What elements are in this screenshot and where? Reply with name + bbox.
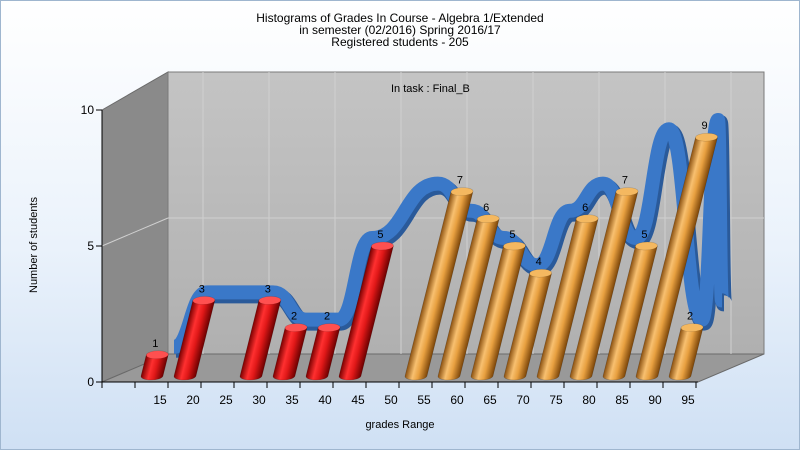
chart-title-line-2: in semester (02/2016) Spring 2016/17 (299, 23, 501, 37)
y-tick-label: 0 (87, 375, 94, 389)
x-tick-label: 50 (384, 393, 398, 407)
grid-line-side (101, 217, 169, 247)
histogram-bar: 7 (404, 175, 474, 381)
bar-body (404, 191, 474, 381)
histogram-bar: 3 (239, 283, 282, 381)
histogram-bar: 2 (272, 311, 308, 381)
bar-data-label: 6 (483, 202, 489, 214)
histogram-bar: 2 (668, 311, 704, 381)
y-tick-label: 10 (81, 103, 95, 117)
bar-data-label: 3 (265, 283, 271, 295)
bar-body (503, 272, 552, 381)
bar-top (258, 296, 282, 305)
bar-body (272, 327, 308, 381)
bar-top (284, 323, 308, 332)
trend-ribbon (171, 112, 729, 354)
bar-top (680, 323, 704, 332)
x-tick-label: 45 (351, 393, 365, 407)
histogram-bar: 3 (173, 283, 216, 381)
bar-data-label: 2 (324, 311, 330, 323)
bar-data-label: 5 (377, 229, 383, 241)
bar-body (140, 354, 169, 381)
histogram-bar: 6 (437, 202, 500, 381)
histogram-bar: 5 (602, 229, 658, 381)
x-tick-label: 25 (219, 393, 233, 407)
x-tick-label: 40 (318, 393, 332, 407)
bar-data-label: 4 (536, 256, 542, 268)
x-tick-label: 65 (483, 393, 497, 407)
task-annotation: In task : Final_B (391, 83, 470, 95)
bar-body (305, 327, 341, 381)
bar-top (476, 214, 500, 224)
histogram-bar: 1 (140, 338, 169, 381)
histogram-bar: 9 (635, 120, 718, 381)
bar-body (569, 191, 639, 381)
chart-title-line-3: Registered students - 205 (331, 35, 469, 49)
bar-data-label: 5 (509, 229, 515, 241)
x-axis-label: grades Range (365, 419, 435, 431)
bar-data-label: 5 (641, 229, 647, 241)
bar-top (529, 268, 552, 278)
bar-data-label: 2 (291, 311, 297, 323)
x-tick-label: 55 (417, 393, 431, 407)
x-tick-label: 15 (153, 393, 167, 407)
bar-top (145, 350, 169, 360)
bar-data-label: 6 (582, 202, 588, 214)
bar-body (239, 300, 282, 381)
x-tick-label: 85 (615, 393, 629, 407)
bar-data-label: 9 (701, 120, 707, 132)
y-tick-label: 5 (87, 239, 94, 253)
x-tick-label: 35 (285, 393, 299, 407)
bar-top (317, 323, 341, 332)
bar-body (602, 245, 658, 381)
bar-body (338, 245, 394, 381)
histogram-bar: 4 (503, 256, 552, 381)
bar-top (192, 296, 216, 305)
bar-data-label: 2 (687, 311, 693, 323)
histogram-bar: 5 (470, 229, 526, 381)
histogram-bar: 7 (569, 175, 639, 381)
bar-data-label: 1 (152, 338, 158, 350)
bar-top (450, 187, 474, 196)
chart-title-line-1: Histograms of Grades In Course - Algebra… (256, 11, 544, 25)
bar-body (536, 218, 599, 381)
bar-top (635, 241, 658, 251)
bar-body (437, 218, 500, 381)
bar-top (695, 132, 718, 142)
bar-body (173, 300, 216, 381)
bar-data-label: 3 (199, 283, 205, 295)
histogram-bar: 6 (536, 202, 599, 381)
x-tick-label: 95 (681, 393, 695, 407)
x-tick-label: 75 (549, 393, 563, 407)
x-tick-label: 90 (648, 393, 662, 407)
x-tick-label: 70 (516, 393, 530, 407)
bar-data-label: 7 (457, 175, 463, 187)
bar-top (615, 187, 639, 196)
bar-top (371, 241, 394, 251)
x-tick-label: 30 (252, 393, 266, 407)
histogram-bar: 2 (305, 311, 341, 381)
bar-data-label: 7 (622, 175, 628, 187)
x-tick-label: 20 (186, 393, 200, 407)
y-axis-label: Number of students (28, 197, 40, 293)
bar-top (503, 241, 526, 251)
bar-body (470, 245, 526, 381)
x-tick-label: 60 (450, 393, 464, 407)
floor (101, 353, 765, 383)
x-tick-label: 80 (582, 393, 596, 407)
bar-body (668, 327, 704, 381)
bar-top (575, 214, 599, 224)
histogram-bar: 5 (338, 229, 394, 381)
bar-body (635, 136, 718, 381)
side-wall (101, 71, 169, 383)
